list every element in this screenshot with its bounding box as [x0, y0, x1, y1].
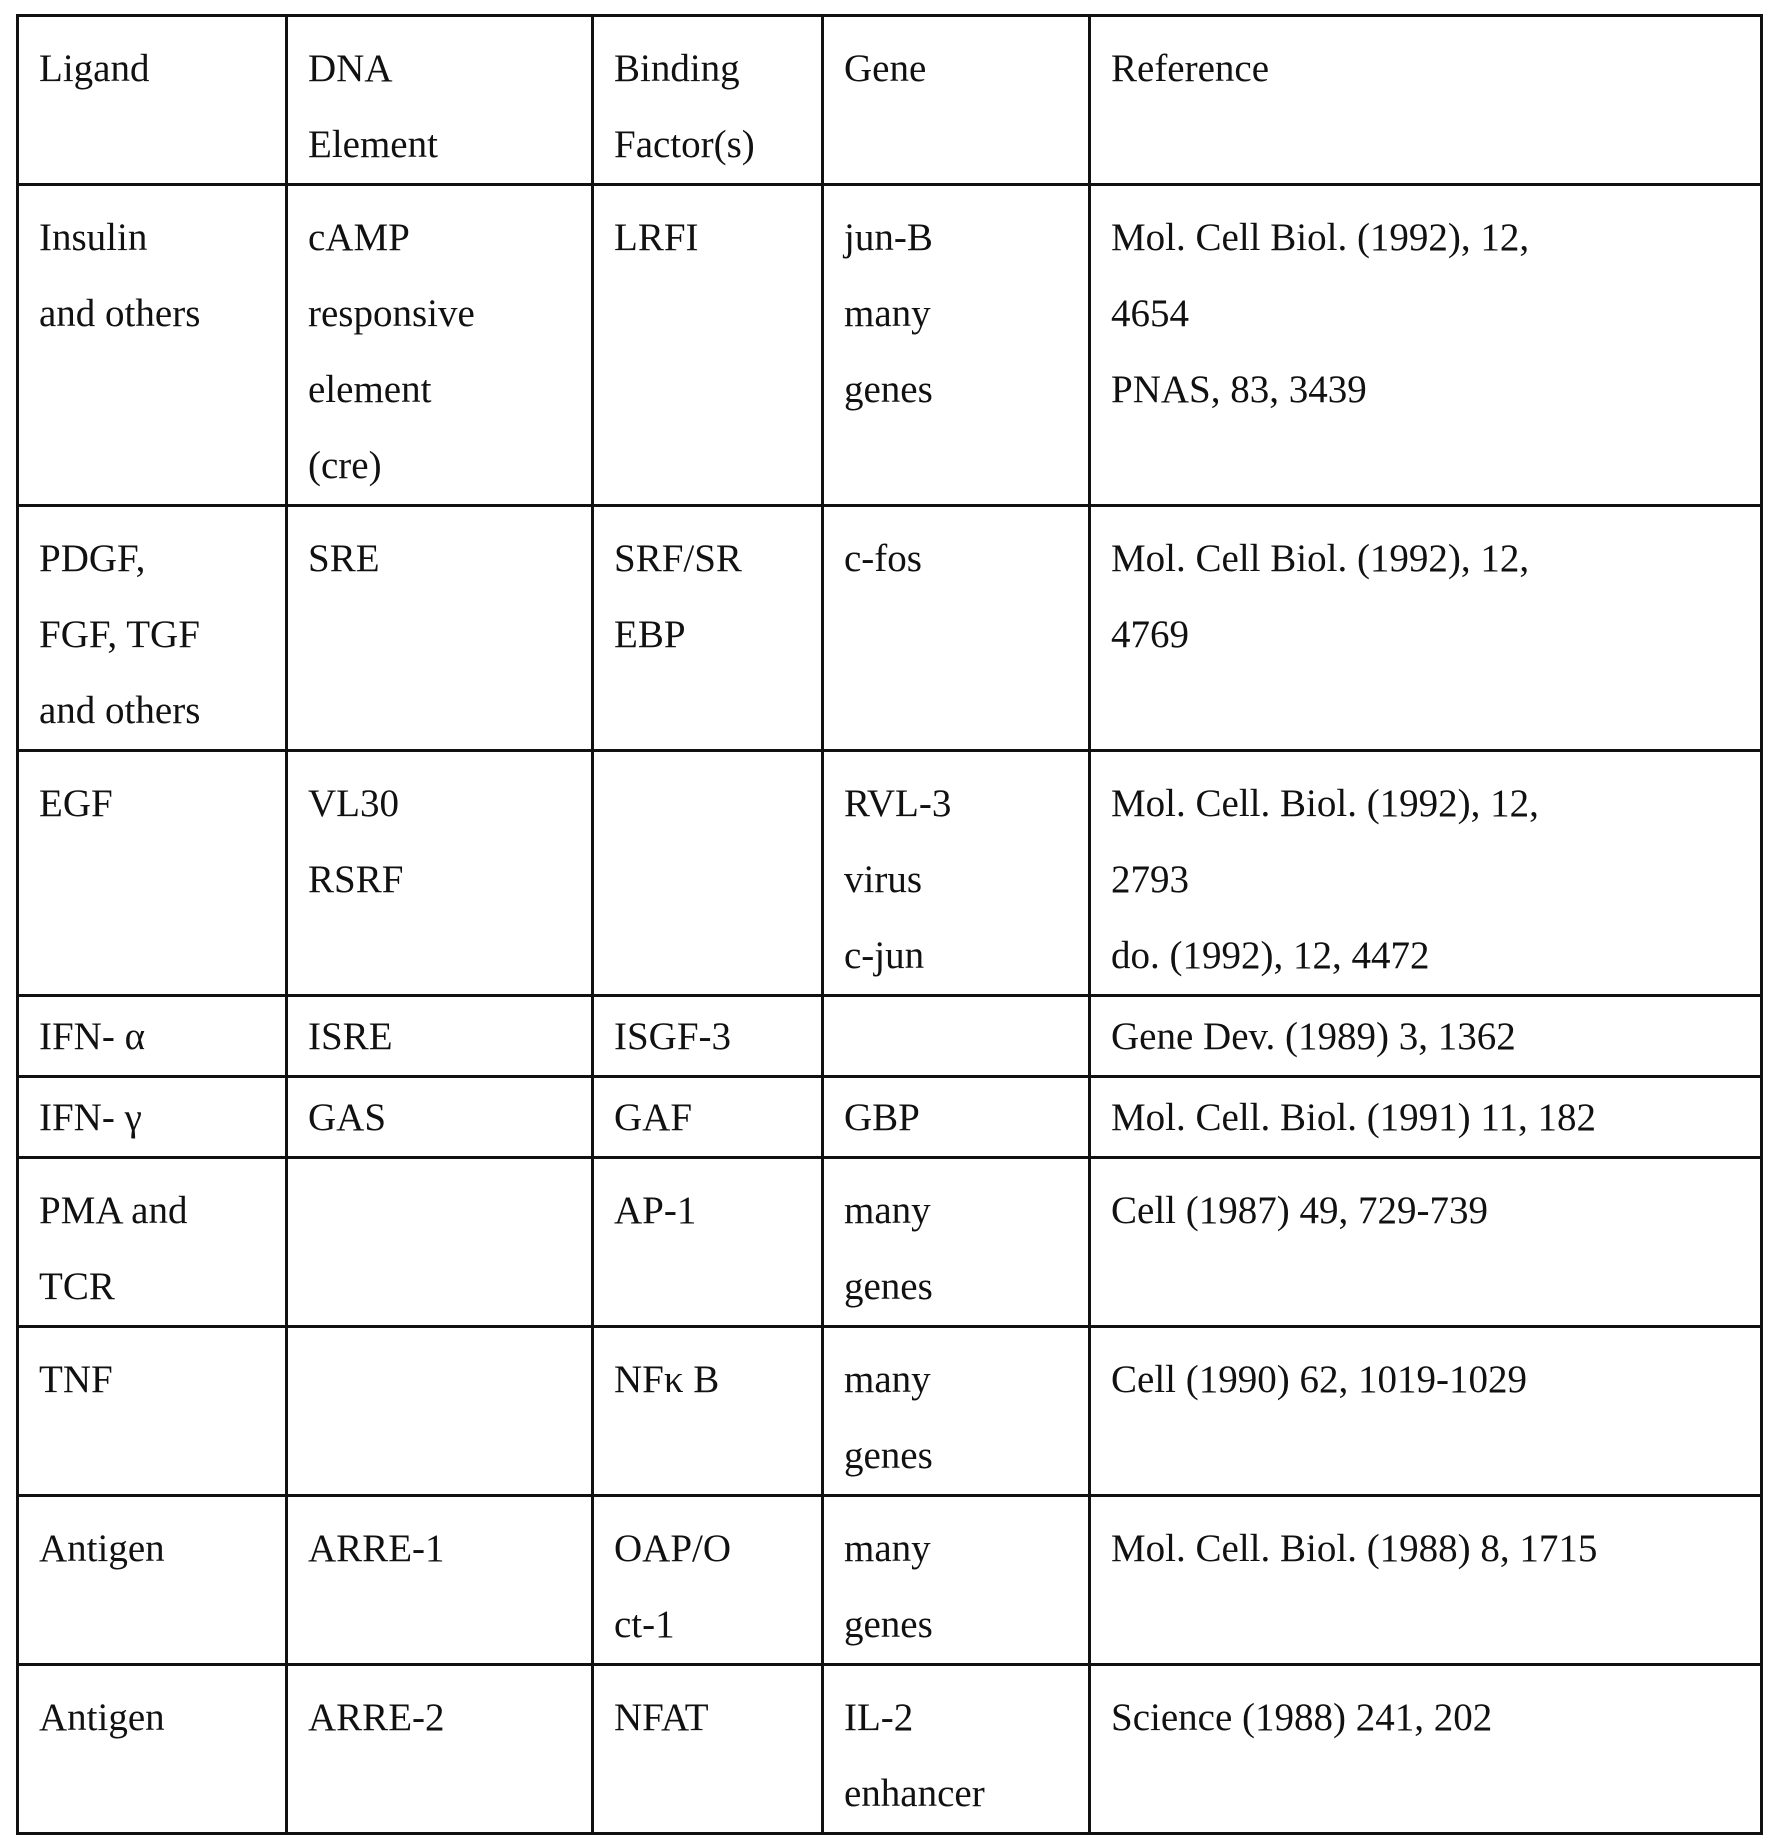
- cell-binding-factor: GAF: [593, 1077, 823, 1158]
- cell-binding-factor: SRF/SR EBP: [593, 506, 823, 751]
- cell-gene: jun-B many genes: [823, 185, 1090, 506]
- table-row: Insulin and otherscAMP responsive elemen…: [18, 185, 1762, 506]
- cell-reference: Cell (1987) 49, 729-739: [1090, 1158, 1762, 1327]
- cell-gene: [823, 996, 1090, 1077]
- table-row: PMA and TCR AP-1many genesCell (1987) 49,…: [18, 1158, 1762, 1327]
- cell-reference: Mol. Cell. Biol. (1988) 8, 1715: [1090, 1496, 1762, 1665]
- cell-reference: Mol. Cell. Biol. (1991) 11, 182: [1090, 1077, 1762, 1158]
- cell-reference: Mol. Cell Biol. (1992), 12, 4769: [1090, 506, 1762, 751]
- cell-binding-factor: [593, 751, 823, 996]
- header-reference: Reference: [1090, 16, 1762, 185]
- cell-ligand: IFN- α: [18, 996, 287, 1077]
- table-row: TNF NFκ Bmany genesCell (1990) 62, 1019-1…: [18, 1327, 1762, 1496]
- cell-binding-factor: ISGF-3: [593, 996, 823, 1077]
- table-row: IFN- γGASGAFGBPMol. Cell. Biol. (1991) 1…: [18, 1077, 1762, 1158]
- cell-dna-element: ARRE-1: [287, 1496, 593, 1665]
- cell-dna-element: ISRE: [287, 996, 593, 1077]
- cell-dna-element: SRE: [287, 506, 593, 751]
- cell-binding-factor: LRFI: [593, 185, 823, 506]
- cell-gene: c-fos: [823, 506, 1090, 751]
- cell-dna-element: VL30 RSRF: [287, 751, 593, 996]
- header-ligand: Ligand: [18, 16, 287, 185]
- cell-gene: many genes: [823, 1496, 1090, 1665]
- cell-reference: Mol. Cell. Biol. (1992), 12, 2793 do. (1…: [1090, 751, 1762, 996]
- table-row: AntigenARRE-2NFATIL-2 enhancerScience (1…: [18, 1665, 1762, 1834]
- cell-binding-factor: AP-1: [593, 1158, 823, 1327]
- cell-ligand: Insulin and others: [18, 185, 287, 506]
- table-row: AntigenARRE-1OAP/O ct-1many genesMol. Ce…: [18, 1496, 1762, 1665]
- cell-reference: Cell (1990) 62, 1019-1029: [1090, 1327, 1762, 1496]
- cell-gene: IL-2 enhancer: [823, 1665, 1090, 1834]
- cell-dna-element: ARRE-2: [287, 1665, 593, 1834]
- header-dna-element: DNA Element: [287, 16, 593, 185]
- cell-dna-element: [287, 1327, 593, 1496]
- cell-ligand: Antigen: [18, 1665, 287, 1834]
- cell-reference: Gene Dev. (1989) 3, 1362: [1090, 996, 1762, 1077]
- header-row: Ligand DNA Element Binding Factor(s) Gen…: [18, 16, 1762, 185]
- table-row: EGFVL30 RSRF RVL-3 virus c-junMol. Cell. …: [18, 751, 1762, 996]
- cell-gene: many genes: [823, 1158, 1090, 1327]
- table-row: PDGF, FGF, TGF and othersSRESRF/SR EBPc-…: [18, 506, 1762, 751]
- cell-ligand: PDGF, FGF, TGF and others: [18, 506, 287, 751]
- cell-ligand: IFN- γ: [18, 1077, 287, 1158]
- cell-dna-element: cAMP responsive element (cre): [287, 185, 593, 506]
- cell-dna-element: GAS: [287, 1077, 593, 1158]
- header-binding-factors: Binding Factor(s): [593, 16, 823, 185]
- header-gene: Gene: [823, 16, 1090, 185]
- cell-binding-factor: NFκ B: [593, 1327, 823, 1496]
- cell-ligand: EGF: [18, 751, 287, 996]
- cell-ligand: Antigen: [18, 1496, 287, 1665]
- cell-reference: Mol. Cell Biol. (1992), 12, 4654 PNAS, 8…: [1090, 185, 1762, 506]
- cell-gene: many genes: [823, 1327, 1090, 1496]
- cell-dna-element: [287, 1158, 593, 1327]
- cell-ligand: PMA and TCR: [18, 1158, 287, 1327]
- cell-gene: RVL-3 virus c-jun: [823, 751, 1090, 996]
- cell-gene: GBP: [823, 1077, 1090, 1158]
- cell-binding-factor: OAP/O ct-1: [593, 1496, 823, 1665]
- table-row: IFN- αISREISGF-3 Gene Dev. (1989) 3, 1362: [18, 996, 1762, 1077]
- cell-binding-factor: NFAT: [593, 1665, 823, 1834]
- cell-ligand: TNF: [18, 1327, 287, 1496]
- cell-reference: Science (1988) 241, 202: [1090, 1665, 1762, 1834]
- ligand-dna-element-table: Ligand DNA Element Binding Factor(s) Gen…: [16, 14, 1763, 1835]
